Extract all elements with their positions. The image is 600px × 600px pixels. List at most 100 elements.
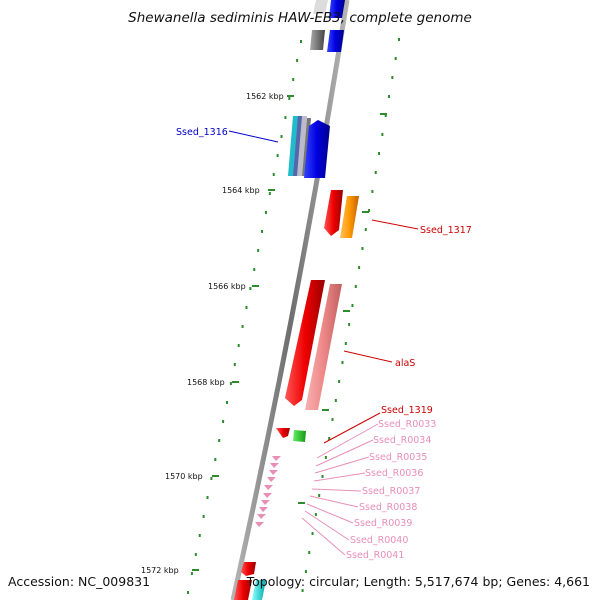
gene-label[interactable]: Ssed_1319 <box>381 405 433 416</box>
major-tick <box>232 381 239 383</box>
kbp-label: 1568 kbp <box>187 378 225 387</box>
label-leader-line <box>315 439 374 467</box>
tick-dot <box>378 152 381 155</box>
trna-arrow <box>263 493 272 498</box>
topology-text: Topology: circular; Length: 5,517,674 bp… <box>246 574 590 589</box>
tick-dot <box>253 268 256 271</box>
major-tick <box>252 285 259 287</box>
gene-label[interactable]: Ssed_R0038 <box>359 502 417 513</box>
tick-dot <box>206 496 209 499</box>
tick-dot <box>368 209 371 212</box>
label-leader-line <box>313 472 366 482</box>
gene-label[interactable]: Ssed_R0034 <box>373 435 431 446</box>
label-leader-line <box>323 412 381 444</box>
tick-dot <box>187 591 190 594</box>
major-tick <box>287 95 294 97</box>
kbp-label: 1570 kbp <box>165 472 203 481</box>
trna-arrow <box>272 456 281 461</box>
tick-dot <box>233 363 236 366</box>
label-leader-line <box>311 488 362 492</box>
gene-label[interactable]: Ssed_R0035 <box>369 452 427 463</box>
tick-dot <box>354 285 357 288</box>
gene-block-bottom <box>234 562 266 600</box>
ticks-right <box>298 38 400 592</box>
major-tick <box>380 113 387 115</box>
tick-dot <box>276 154 279 157</box>
tick-dot <box>210 477 213 480</box>
tick-dot <box>249 287 252 290</box>
page-title: Shewanella sediminis HAW-EB3, complete g… <box>128 10 472 26</box>
gene-labels: Ssed_1316 Ssed_1317 alaS Ssed_1319 Ssed_R003… <box>176 127 472 561</box>
tick-dot <box>364 228 367 231</box>
tick-dot <box>264 211 267 214</box>
tick-dot <box>308 551 311 554</box>
ticks-left <box>187 40 302 594</box>
tick-dot <box>280 135 283 138</box>
label-leader-line <box>314 456 370 474</box>
tick-dot <box>331 418 334 421</box>
tick-dot <box>261 230 264 233</box>
trna-arrow <box>267 477 276 482</box>
tick-dot <box>194 553 197 556</box>
trna-arrow <box>259 507 268 512</box>
label-leader-line <box>309 495 359 508</box>
gene-green <box>293 430 306 442</box>
gene-ssed-1319 <box>276 428 290 438</box>
genome-backbone <box>230 0 350 600</box>
tick-dot <box>272 173 275 176</box>
trna-arrow <box>255 522 264 527</box>
tick-dot <box>341 361 344 364</box>
tick-dot <box>344 342 347 345</box>
trna-arrow <box>261 500 270 505</box>
tick-dot <box>351 304 354 307</box>
gene-label[interactable]: Ssed_R0039 <box>354 518 412 529</box>
tick-dot <box>358 266 361 269</box>
gene-label[interactable]: Ssed_R0037 <box>362 486 420 497</box>
kbp-labels: 1562 kbp 1564 kbp 1566 kbp 1568 kbp 1570 kbp… <box>141 92 294 575</box>
tick-dot <box>384 114 387 117</box>
major-tick <box>268 189 275 191</box>
accession-text: Accession: NC_009831 <box>8 574 151 589</box>
tick-dot <box>328 437 331 440</box>
tick-dot <box>222 420 225 423</box>
tick-dot <box>190 572 193 575</box>
tick-dot <box>361 247 364 250</box>
tick-dot <box>229 382 232 385</box>
tick-dot <box>284 116 287 119</box>
tick-dot <box>398 38 400 41</box>
gene-label[interactable]: Ssed_1316 <box>176 127 228 138</box>
tick-dot <box>394 57 397 60</box>
tick-dot <box>241 325 244 328</box>
tick-dot <box>338 380 341 383</box>
major-tick <box>212 475 219 477</box>
label-leader-line <box>371 219 419 230</box>
gene-label[interactable]: Ssed_R0036 <box>365 468 423 479</box>
gene-label[interactable]: Ssed_R0041 <box>346 550 404 561</box>
tick-dot <box>301 589 304 592</box>
trna-arrow <box>257 514 266 519</box>
tick-dot <box>311 532 314 535</box>
gene-label[interactable]: Ssed_R0033 <box>378 419 436 430</box>
gene-label[interactable]: Ssed_1317 <box>420 225 472 236</box>
tick-dot <box>214 458 217 461</box>
tick-dot <box>314 513 317 516</box>
label-leader-line <box>304 510 350 541</box>
kbp-label: 1572 kbp <box>141 566 179 575</box>
tick-dot <box>391 76 394 79</box>
gene-label[interactable]: alaS <box>395 358 415 369</box>
major-tick <box>362 211 369 213</box>
tick-dot <box>296 59 299 62</box>
trna-arrow <box>264 485 273 490</box>
major-tick <box>343 310 350 312</box>
label-leader-line <box>306 503 354 524</box>
gene-block-top <box>310 0 345 52</box>
major-tick <box>192 569 199 571</box>
tick-dot <box>388 95 391 98</box>
tick-dot <box>292 78 295 81</box>
trna-arrow <box>269 470 278 475</box>
tick-dot <box>334 399 337 402</box>
tick-dot <box>381 133 384 136</box>
gene-label[interactable]: Ssed_R0040 <box>350 535 408 546</box>
tick-dot <box>348 323 351 326</box>
tick-dot <box>257 249 260 252</box>
